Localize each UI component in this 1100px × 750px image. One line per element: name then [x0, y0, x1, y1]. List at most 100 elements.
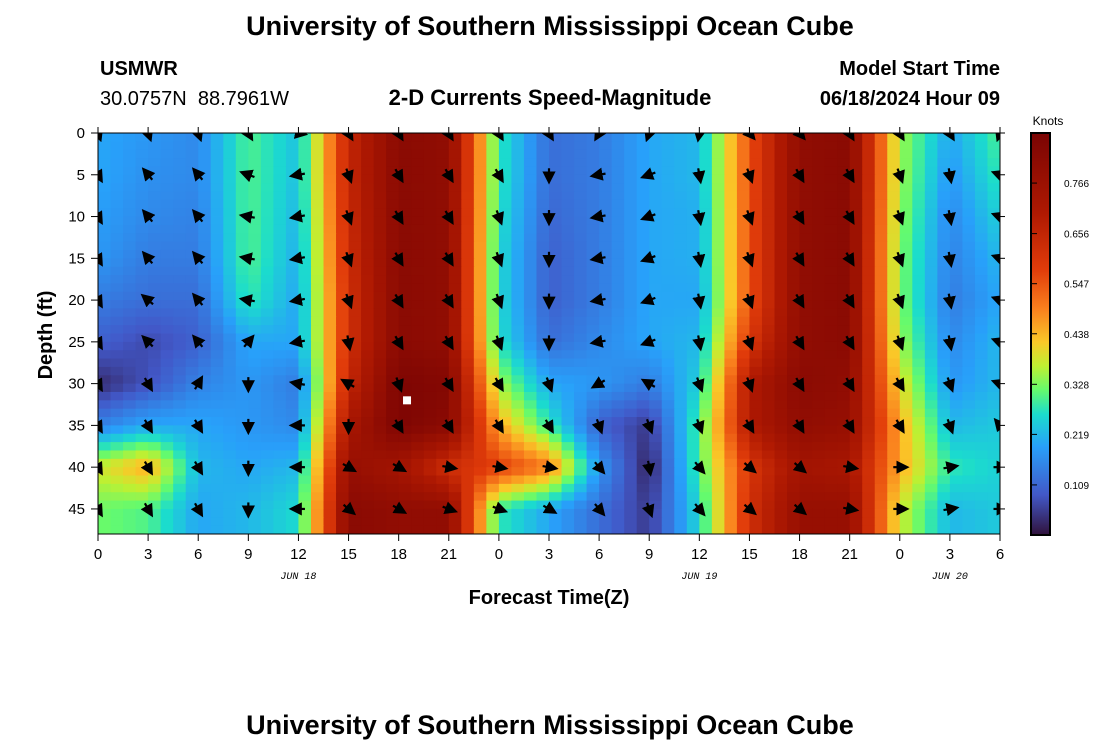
heatmap-cell — [486, 174, 500, 184]
heatmap-cell — [774, 308, 788, 318]
heatmap-cell — [536, 283, 550, 293]
heatmap-cell — [674, 433, 688, 443]
heatmap-cell — [724, 358, 738, 368]
heatmap-cell — [937, 442, 951, 452]
heatmap-cell — [774, 233, 788, 243]
heatmap-cell — [686, 383, 700, 393]
heatmap-cell — [924, 425, 938, 435]
heatmap-cell — [523, 417, 538, 426]
y-tick-label: 0 — [77, 125, 85, 142]
heatmap-cell — [586, 241, 600, 251]
heatmap-cell — [198, 425, 212, 435]
current-arrow — [241, 334, 255, 349]
heatmap-cell — [448, 183, 462, 193]
heatmap-cell — [536, 183, 550, 193]
heatmap-cell — [924, 408, 938, 418]
heatmap-cell — [824, 316, 838, 326]
heatmap-cell — [273, 366, 287, 376]
current-arrow — [591, 502, 606, 517]
heatmap-cell — [473, 391, 487, 401]
heatmap-cell — [749, 316, 763, 326]
heatmap-cell — [624, 191, 638, 201]
heatmap-cell — [636, 275, 650, 284]
heatmap-cell — [899, 400, 913, 410]
heatmap-cell — [774, 149, 788, 159]
heatmap-cell — [787, 408, 801, 418]
heatmap-cell — [110, 174, 124, 184]
heatmap-cell — [436, 266, 450, 276]
heatmap-cell — [436, 183, 450, 193]
heatmap-cell — [361, 383, 375, 393]
heatmap-cell — [724, 475, 738, 485]
current-arrow — [541, 133, 554, 142]
heatmap-cell — [486, 191, 500, 201]
current-arrow — [342, 459, 358, 473]
heatmap-cell — [248, 224, 262, 234]
heatmap-cell — [148, 208, 162, 218]
heatmap-cell — [260, 333, 274, 343]
heatmap-cell — [711, 400, 725, 410]
heatmap-cell — [423, 475, 437, 485]
heatmap-cell — [812, 241, 826, 251]
heatmap-cell — [699, 383, 713, 393]
heatmap-cell — [210, 224, 224, 234]
heatmap-cell — [586, 400, 600, 410]
heatmap-cell — [223, 283, 237, 293]
heatmap-cell — [599, 166, 613, 176]
heatmap-cell — [160, 375, 174, 385]
heatmap-cell — [649, 433, 663, 443]
heatmap-cell — [974, 400, 989, 410]
heatmap-cell — [498, 425, 513, 435]
heatmap-cell — [824, 275, 838, 284]
current-arrow — [288, 167, 306, 181]
heatmap-cell — [248, 391, 262, 401]
heatmap-cell — [837, 199, 851, 209]
heatmap-cell — [386, 425, 400, 435]
heatmap-cell — [862, 391, 876, 401]
heatmap-cell — [411, 341, 425, 351]
heatmap-cell — [949, 525, 964, 534]
heatmap-cell — [198, 517, 212, 527]
heatmap-cell — [987, 191, 1000, 201]
heatmap-cell — [448, 300, 462, 310]
current-arrow — [491, 335, 504, 352]
heatmap-cell — [724, 325, 738, 335]
heatmap-cell — [624, 517, 638, 527]
heatmap-cell — [135, 483, 149, 493]
heatmap-cell — [511, 216, 525, 226]
heatmap-cell — [924, 199, 938, 209]
heatmap-cell — [110, 258, 124, 268]
heatmap-cell — [736, 400, 751, 410]
page-title: University of Southern Mississippi Ocean… — [246, 11, 854, 41]
heatmap-cell — [711, 208, 725, 218]
heatmap-cell — [135, 366, 149, 376]
heatmap-cell — [937, 458, 951, 468]
heatmap-cell — [624, 425, 638, 435]
heatmap-cell — [987, 183, 1000, 193]
heatmap-cell — [248, 408, 262, 418]
x-tick-label: 6 — [194, 546, 202, 563]
heatmap-cell — [110, 350, 124, 360]
heatmap-cell — [749, 350, 763, 360]
heatmap-cell — [461, 450, 475, 460]
heatmap-cell — [962, 341, 976, 351]
heatmap-cell — [962, 475, 976, 485]
heatmap-cell — [98, 341, 112, 351]
heatmap-cell — [661, 483, 675, 493]
heatmap-cell — [824, 325, 838, 335]
heatmap-cell — [862, 174, 876, 184]
heatmap-cell — [98, 300, 112, 310]
heatmap-cell — [323, 149, 337, 159]
heatmap-cell — [749, 375, 763, 385]
heatmap-cell — [98, 333, 112, 343]
heatmap-cell — [674, 366, 688, 376]
heatmap-cell — [536, 350, 550, 360]
heatmap-cell — [611, 224, 625, 234]
heatmap-cell — [987, 442, 1000, 452]
heatmap-cell — [599, 467, 613, 477]
heatmap-cell — [849, 224, 863, 234]
heatmap-cell — [787, 391, 801, 401]
heatmap-cell — [386, 508, 400, 518]
heatmap-cell — [486, 233, 500, 243]
heatmap-cell — [899, 433, 913, 443]
